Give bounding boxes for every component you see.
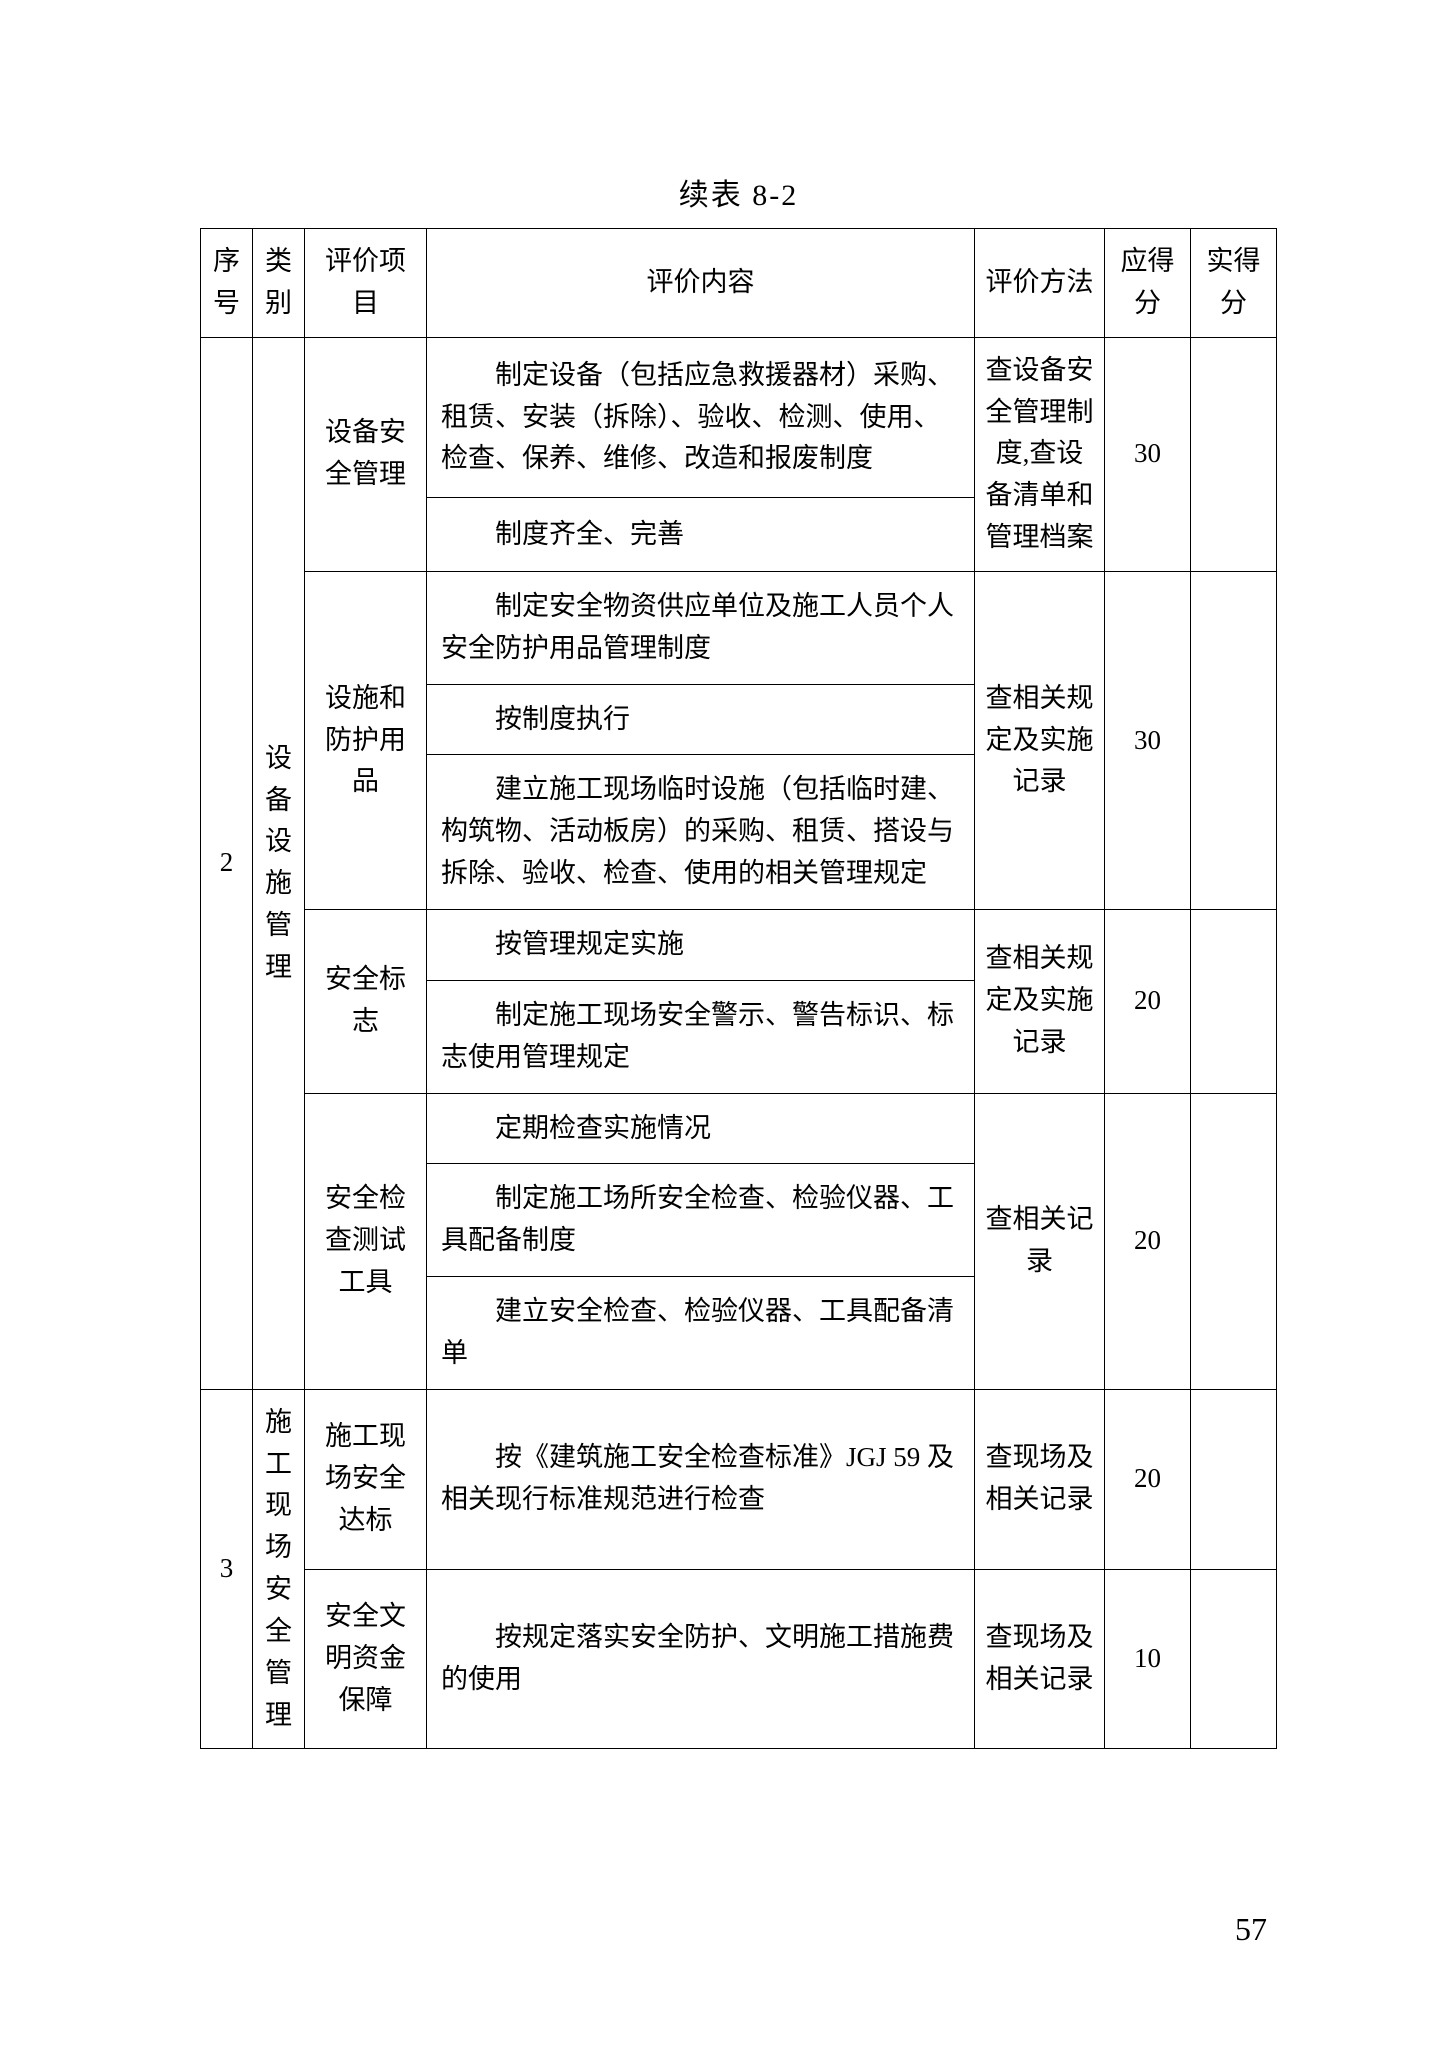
header-score-actual: 实得分 [1191,229,1277,338]
table-row: 设施和防护用品 制定安全物资供应单位及施工人员个人安全防护用品管理制度 查相关规… [201,571,1277,684]
cell-score-actual [1191,337,1277,571]
cell-item-name: 安全文明资金保障 [305,1569,427,1749]
cell-content: 制度齐全、完善 [427,498,975,572]
cell-method: 查相关规定及实施记录 [975,571,1105,909]
table-row: 3 施工现场安全管理 施工现场安全达标 按《建筑施工安全检查标准》JGJ 59 … [201,1389,1277,1569]
cell-method: 查设备安全管理制度,查设备清单和管理档案 [975,337,1105,571]
cell-score-should: 30 [1105,337,1191,571]
page-number: 57 [1235,1911,1267,1948]
cell-score-should: 30 [1105,571,1191,909]
cell-seq: 3 [201,1389,253,1749]
cell-category: 施工现场安全管理 [253,1389,305,1749]
cell-method: 查现场及相关记录 [975,1389,1105,1569]
table-row: 安全检查测试工具 定期检查实施情况 查相关记录 20 [201,1093,1277,1164]
cell-method: 查现场及相关记录 [975,1569,1105,1749]
cell-content: 制定施工场所安全检查、检验仪器、工具配备制度 [427,1164,975,1277]
cell-category: 设备设施管理 [253,337,305,1389]
cell-method: 查相关规定及实施记录 [975,909,1105,1093]
table-header-row: 序号 类别 评价项目 评价内容 评价方法 应得分 实得分 [201,229,1277,338]
evaluation-table: 序号 类别 评价项目 评价内容 评价方法 应得分 实得分 2 设备设施管理 设备… [200,228,1277,1749]
header-score-should: 应得分 [1105,229,1191,338]
header-category: 类别 [253,229,305,338]
cell-content: 制定安全物资供应单位及施工人员个人安全防护用品管理制度 [427,571,975,684]
cell-score-actual [1191,909,1277,1093]
table-row: 安全标志 按管理规定实施 查相关规定及实施记录 20 [201,909,1277,980]
cell-score-should: 20 [1105,909,1191,1093]
cell-method: 查相关记录 [975,1093,1105,1389]
page: 续表 8-2 序号 类别 评价项目 评价内容 评价方法 应得分 实得分 [0,0,1447,2048]
cell-content: 按管理规定实施 [427,909,975,980]
table-caption: 续表 8-2 [200,170,1277,214]
cell-content: 定期检查实施情况 [427,1093,975,1164]
cell-score-actual [1191,1093,1277,1389]
cell-score-actual [1191,1389,1277,1569]
cell-score-actual [1191,1569,1277,1749]
table-row: 2 设备设施管理 设备安全管理 制定设备（包括应急救援器材）采购、租赁、安装（拆… [201,337,1277,498]
cell-score-actual [1191,571,1277,909]
header-item: 评价项目 [305,229,427,338]
cell-seq: 2 [201,337,253,1389]
cell-content: 按规定落实安全防护、文明施工措施费的使用 [427,1569,975,1749]
cell-score-should: 10 [1105,1569,1191,1749]
cell-content: 制定设备（包括应急救援器材）采购、租赁、安装（拆除）、验收、检测、使用、检查、保… [427,337,975,498]
cell-item-name: 安全标志 [305,909,427,1093]
cell-item-name: 施工现场安全达标 [305,1389,427,1569]
cell-content: 建立施工现场临时设施（包括临时建、构筑物、活动板房）的采购、租赁、搭设与拆除、验… [427,755,975,910]
header-content: 评价内容 [427,229,975,338]
cell-item-name: 设备安全管理 [305,337,427,571]
header-seq: 序号 [201,229,253,338]
cell-content: 建立安全检查、检验仪器、工具配备清单 [427,1277,975,1390]
header-method: 评价方法 [975,229,1105,338]
cell-content: 按制度执行 [427,684,975,755]
table-row: 安全文明资金保障 按规定落实安全防护、文明施工措施费的使用 查现场及相关记录 1… [201,1569,1277,1749]
cell-content: 按《建筑施工安全检查标准》JGJ 59 及相关现行标准规范进行检查 [427,1389,975,1569]
cell-content: 制定施工现场安全警示、警告标识、标志使用管理规定 [427,980,975,1093]
cell-score-should: 20 [1105,1093,1191,1389]
cell-item-name: 设施和防护用品 [305,571,427,909]
cell-item-name: 安全检查测试工具 [305,1093,427,1389]
cell-score-should: 20 [1105,1389,1191,1569]
